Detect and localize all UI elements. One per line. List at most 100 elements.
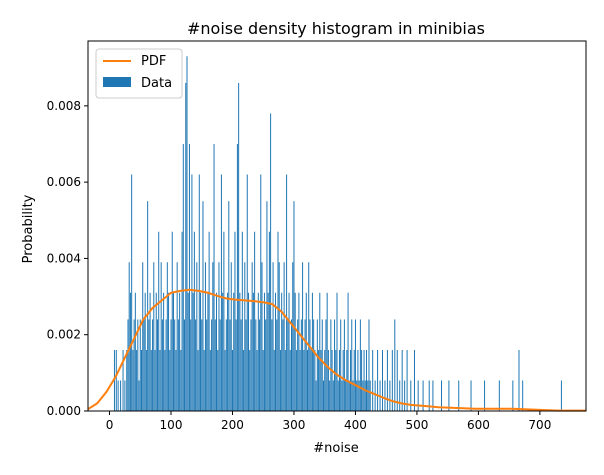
histogram-bar	[235, 319, 237, 411]
histogram-bar	[518, 349, 520, 411]
histogram-bar	[313, 319, 315, 411]
histogram-bar	[361, 349, 363, 411]
histogram-bar	[203, 349, 205, 411]
histogram-bar	[252, 292, 254, 411]
histogram-bar	[115, 349, 117, 411]
histogram-bar	[270, 113, 272, 411]
histogram-bar	[284, 349, 286, 411]
histogram-bar	[128, 262, 130, 411]
y-tick-label: 0.006	[47, 175, 81, 189]
histogram-bar	[356, 380, 358, 411]
histogram-bar	[391, 349, 393, 411]
x-tick-label: 700	[528, 418, 551, 432]
histogram-bar	[288, 292, 290, 411]
histogram-bar	[184, 319, 186, 411]
histogram-bar	[254, 231, 256, 411]
y-axis: 0.000 0.002 0.004 0.006 0.008	[47, 99, 88, 418]
x-tick-label: 200	[221, 418, 244, 432]
chart-title: #noise density histogram in minibias	[187, 19, 485, 38]
histogram-bar	[417, 380, 419, 411]
histogram-bar	[369, 380, 371, 411]
legend-pdf-label: PDF	[141, 54, 166, 69]
histogram-bar	[300, 319, 302, 411]
histogram-bar	[211, 319, 213, 411]
x-tick-label: 0	[106, 418, 114, 432]
histogram-bar	[127, 319, 129, 411]
histogram-bar	[262, 349, 264, 411]
histogram-bar	[484, 380, 486, 411]
histogram-bar	[234, 231, 236, 411]
histogram-bar	[174, 319, 176, 411]
histogram-bar	[238, 82, 240, 412]
histogram-bar	[191, 174, 193, 411]
histogram-bar	[384, 380, 386, 411]
histogram-bar	[367, 380, 369, 411]
histogram-bar	[353, 349, 355, 411]
y-tick-label: 0.008	[47, 99, 81, 113]
histogram-bar	[231, 349, 233, 411]
histogram-bar	[165, 319, 167, 411]
histogram-bar	[321, 319, 323, 411]
histogram-bar	[233, 292, 235, 411]
histogram-bar	[362, 380, 364, 411]
histogram-bar	[223, 231, 225, 411]
histogram-bar	[256, 349, 258, 411]
histogram-bar	[294, 292, 296, 411]
histogram-bar	[249, 349, 251, 411]
histogram-bar	[143, 319, 145, 411]
histogram-bar	[289, 349, 291, 411]
histogram-bar	[259, 319, 261, 411]
histogram-bar	[188, 143, 190, 412]
histogram-bar	[363, 349, 365, 411]
histogram-bar	[172, 292, 174, 411]
histogram-bar	[320, 349, 322, 411]
x-tick-label: 100	[160, 418, 183, 432]
histogram-bar	[179, 292, 181, 411]
histogram-bar	[206, 319, 208, 411]
histogram-bar	[286, 174, 288, 411]
histogram-bar	[161, 319, 163, 411]
histogram-bar	[267, 292, 269, 411]
histogram-bar	[374, 380, 376, 411]
histogram-bar	[196, 262, 198, 411]
x-tick-label: 300	[283, 418, 306, 432]
histogram-bar	[386, 349, 388, 411]
histogram-bar	[560, 380, 562, 411]
histogram-bar	[132, 349, 134, 411]
histogram-bar	[354, 319, 356, 411]
histogram-bar	[277, 231, 279, 411]
histogram-bar	[209, 349, 211, 411]
histogram-bar	[217, 349, 219, 411]
histogram-bar	[227, 292, 229, 411]
histogram-bar	[181, 231, 183, 411]
histogram-bar	[124, 380, 126, 411]
histogram-bar	[295, 349, 297, 411]
histogram-bar	[213, 143, 215, 412]
legend: PDF Data	[95, 48, 183, 99]
histogram-bar	[282, 319, 284, 411]
histogram-bar	[171, 231, 173, 411]
histogram-bar	[396, 349, 398, 411]
histogram-bar	[160, 262, 162, 411]
x-axis: 0 100 200 300 400 500 600 700	[106, 411, 551, 432]
histogram-bar	[195, 319, 197, 411]
histogram-bar	[377, 349, 379, 411]
histogram-bar	[273, 349, 275, 411]
plot-area	[87, 56, 586, 412]
histogram-bar	[177, 319, 179, 411]
histogram-bar	[212, 262, 214, 411]
histogram-bar	[147, 201, 149, 411]
histogram-bar	[342, 349, 344, 411]
legend-data-swatch	[103, 77, 131, 87]
histogram-bar	[133, 319, 135, 411]
y-tick-label: 0.004	[47, 251, 81, 265]
histogram-bar	[338, 349, 340, 411]
histogram-bar	[332, 380, 334, 411]
histogram-bar	[204, 262, 206, 411]
histogram-bar	[200, 292, 202, 411]
histogram-bar	[220, 174, 222, 411]
histogram-bar	[230, 262, 232, 411]
histogram-bar	[310, 349, 312, 411]
histogram-bar	[334, 319, 336, 411]
histogram-bar	[129, 292, 131, 411]
